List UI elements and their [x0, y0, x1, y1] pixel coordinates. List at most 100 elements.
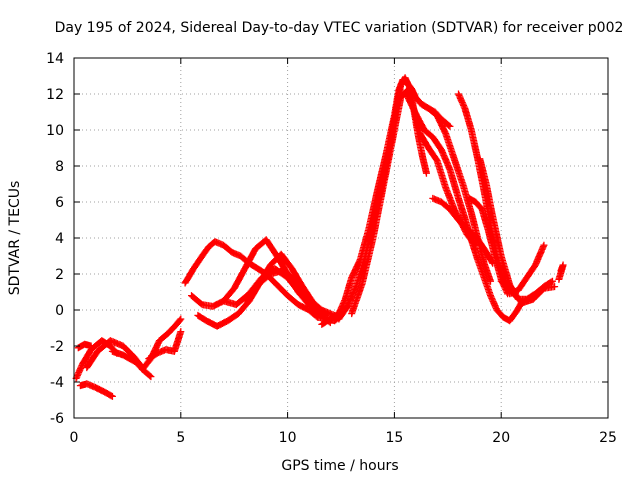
plus-marker-run [497, 277, 515, 295]
plus-marker-run [235, 298, 252, 318]
plus-marker-run [420, 126, 436, 140]
y-tick-label: 2 [55, 267, 64, 283]
series-track-v [497, 277, 559, 307]
y-tick-label: 14 [46, 51, 64, 67]
plus-marker-run [401, 74, 413, 89]
plus-marker-run [437, 198, 453, 212]
plus-marker-run [433, 112, 449, 136]
plus-marker [446, 122, 454, 130]
plus-marker-run [279, 266, 299, 284]
x-tick-label: 10 [279, 430, 297, 446]
plus-marker [147, 373, 155, 381]
plus-marker-run [455, 216, 470, 232]
plus-marker-run [277, 250, 295, 271]
plus-marker [551, 283, 559, 291]
y-tick-label: 10 [46, 123, 64, 139]
plus-marker-run [437, 146, 453, 172]
plus-marker-run [425, 104, 440, 119]
plus-marker-run [267, 251, 284, 269]
plus-marker-run [173, 316, 184, 328]
y-tick-label: 12 [46, 87, 64, 103]
plus-marker-run [478, 205, 492, 233]
plus-marker-run [446, 166, 462, 201]
plus-marker-run [194, 311, 209, 324]
plus-marker-run [230, 266, 248, 292]
plus-marker-run [474, 256, 488, 280]
plus-marker-run [403, 92, 419, 116]
series-track-c [76, 380, 116, 400]
data-marks [72, 74, 567, 400]
plus-marker-run [380, 128, 398, 188]
plus-marker-run [273, 281, 290, 298]
y-tick-label: -2 [50, 339, 64, 355]
plus-marker-run [493, 306, 506, 320]
plus-marker-run [472, 198, 485, 212]
x-axis-label: GPS time / hours [281, 458, 398, 474]
plus-marker-run [467, 236, 481, 262]
plus-marker-run [369, 182, 387, 242]
plus-marker-run [446, 205, 461, 223]
plus-marker-run [343, 284, 359, 310]
plus-marker-run [480, 259, 494, 284]
plus-marker-run [482, 180, 496, 219]
x-tick-label: 0 [70, 430, 79, 446]
series-track-g [145, 328, 185, 363]
series-track-r [429, 194, 497, 267]
plus-marker-run [145, 350, 160, 363]
plus-marker-run [484, 227, 498, 258]
plus-marker-run [83, 349, 101, 372]
y-tick-label: 6 [55, 195, 64, 211]
plus-marker-run [72, 361, 86, 382]
plus-marker-run [284, 292, 301, 308]
y-tick-label: 4 [55, 231, 64, 247]
plus-marker-run [305, 306, 320, 320]
series-track-p [403, 92, 527, 325]
plus-marker [557, 266, 565, 274]
plus-marker-run [442, 130, 458, 161]
y-tick-label: -4 [50, 375, 64, 391]
plus-marker-run [497, 252, 513, 287]
plus-marker-run [254, 271, 273, 289]
plus-marker-run [491, 252, 505, 282]
y-axis-label: SDTVAR / TECUs [7, 181, 23, 296]
plus-marker-run [416, 130, 432, 151]
plus-marker-run [91, 383, 109, 396]
plus-marker [177, 328, 185, 336]
plus-marker-run [529, 286, 547, 303]
plus-marker-run [181, 266, 197, 287]
x-tick-label: 5 [176, 430, 185, 446]
plus-marker-run [220, 241, 235, 255]
plus-marker-run [348, 281, 366, 318]
plus-marker-run [170, 329, 184, 355]
plus-marker-run [224, 310, 241, 325]
plus-marker [540, 241, 548, 249]
x-tick-label: 20 [492, 430, 510, 446]
plus-marker-run [318, 316, 333, 328]
plus-marker-run [480, 245, 496, 266]
plus-marker-run [442, 184, 458, 212]
plus-marker-run [487, 292, 500, 313]
plus-marker-run [480, 187, 494, 228]
plus-marker-run [241, 246, 259, 273]
plus-marker-run [467, 126, 481, 161]
plus-marker-run [294, 301, 312, 313]
plus-marker-run [155, 330, 171, 345]
plus-marker-run [506, 309, 519, 325]
x-tick-label: 25 [599, 430, 617, 446]
y-tick-label: 8 [55, 159, 64, 175]
plus-marker-run [164, 322, 179, 337]
plus-marker-run [141, 367, 154, 380]
plus-marker-run [326, 310, 342, 323]
plus-marker-run [450, 155, 466, 186]
grid-lines [74, 58, 608, 418]
series-track-l [241, 266, 339, 319]
series-track-a [74, 340, 95, 352]
plus-marker-run [190, 253, 205, 273]
axis-ticks: 0 5 10 15 20 25 -6 -4 -2 0 2 4 6 8 10 12 14 [46, 51, 617, 446]
plus-marker-run [523, 262, 538, 282]
plus-marker [422, 169, 430, 177]
plus-marker-run [358, 236, 377, 287]
plus-marker [108, 392, 116, 400]
y-tick-label: -6 [50, 411, 64, 427]
plus-marker-run [508, 288, 525, 306]
